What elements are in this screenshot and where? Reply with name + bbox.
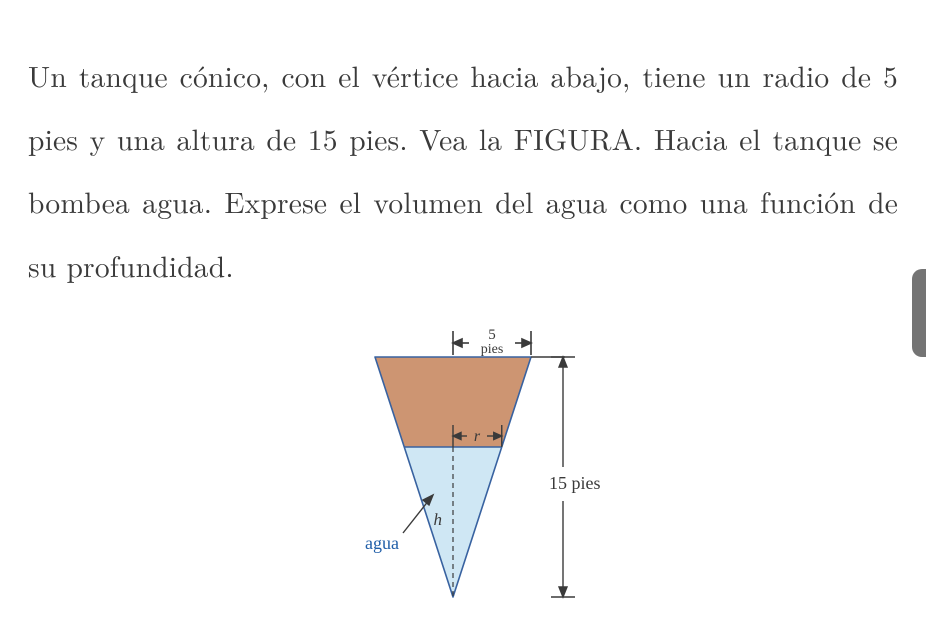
- water-callout-label: agua: [365, 533, 399, 553]
- cone-figure: 5 pies r h agua: [303, 327, 623, 625]
- inner-radius-symbol: r: [474, 428, 481, 445]
- page: Un tanque cónico, con el vértice hacia a…: [0, 0, 926, 625]
- figure-container: 5 pies r h agua: [28, 327, 898, 625]
- depth-symbol: h: [434, 510, 443, 529]
- top-radius-unit: pies: [481, 342, 504, 357]
- top-radius-value: 5: [488, 327, 496, 343]
- total-height-label: 15 pies: [549, 473, 601, 493]
- scroll-indicator[interactable]: [912, 269, 926, 357]
- problem-statement: Un tanque cónico, con el vértice hacia a…: [28, 44, 898, 298]
